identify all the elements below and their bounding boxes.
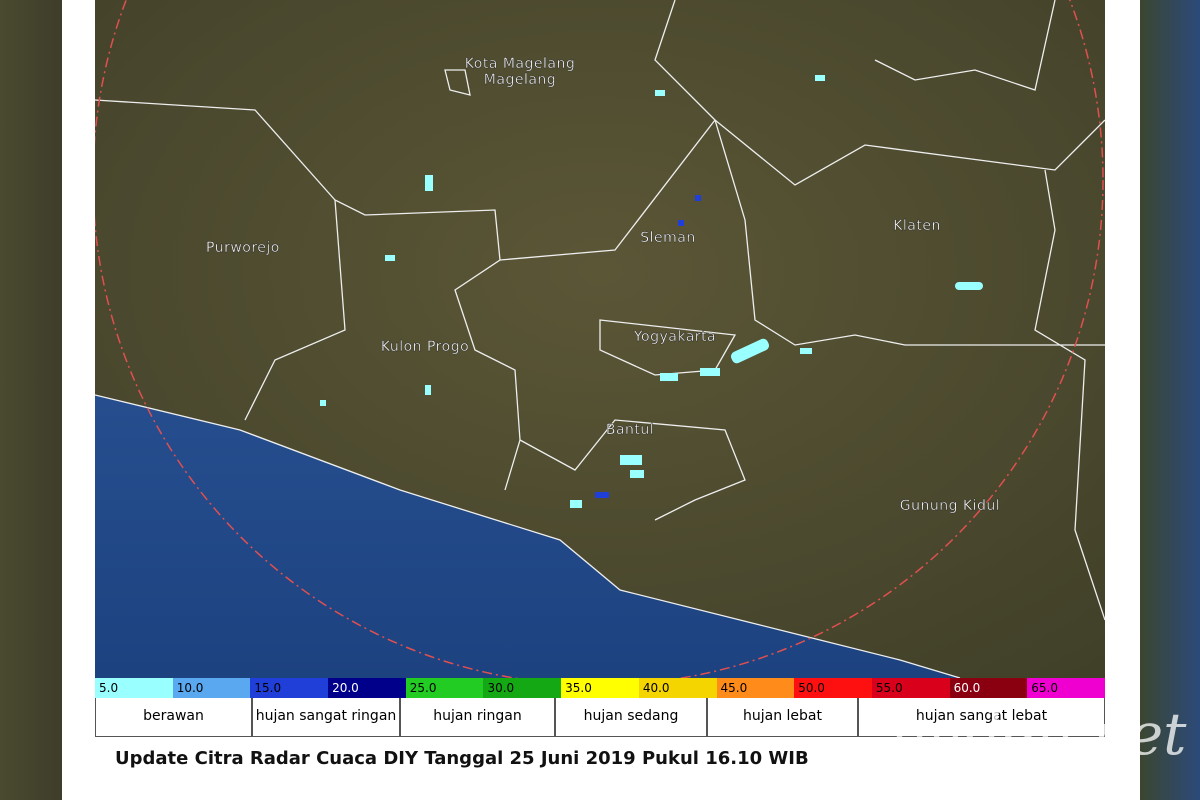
- legend-value: 50.0: [794, 678, 872, 698]
- legend-value: 35.0: [561, 678, 639, 698]
- caption: Update Citra Radar Cuaca DIY Tanggal 25 …: [115, 748, 809, 769]
- legend-category: berawan: [95, 698, 252, 737]
- legend-value: 40.0: [638, 678, 717, 698]
- legend-value: 25.0: [405, 678, 484, 698]
- legend-value: 10.0: [172, 678, 251, 698]
- legend-category: hujan lebat: [707, 698, 858, 737]
- place-label: Sleman: [640, 230, 695, 246]
- legend-category: hujan sangat lebat: [858, 698, 1105, 737]
- legend-value: 30.0: [483, 678, 562, 698]
- watermark-tagline: GUDANG INFO KOTA JOGJA: [935, 770, 1103, 783]
- place-label: Kulon Progo: [381, 339, 469, 355]
- legend-values: 5.0 10.0 15.0 20.0 25.0 30.0 35.0 40.0 45.0 50.0 5…: [95, 678, 1105, 698]
- place-label: Kota Magelang: [465, 56, 575, 72]
- legend: 5.0 10.0 15.0 20.0 25.0 30.0 35.0 40.0 45.0 50.0 5…: [95, 678, 1105, 738]
- place-label: Yogyakarta: [633, 329, 716, 345]
- place-label: Bantul: [606, 422, 654, 438]
- legend-category: hujan sangat ringan: [252, 698, 400, 737]
- watermark: gudeg.net: [890, 700, 1187, 768]
- legend-value: 55.0: [871, 678, 950, 698]
- legend-value: 15.0: [250, 678, 329, 698]
- place-label: Klaten: [893, 218, 941, 234]
- legend-category: hujan sedang: [555, 698, 707, 737]
- legend-value: 45.0: [716, 678, 795, 698]
- place-label: Purworejo: [206, 240, 280, 256]
- legend-value: 65.0: [1027, 678, 1105, 698]
- legend-value: 5.0: [95, 678, 173, 698]
- place-label: Gunung Kidul: [900, 498, 1000, 514]
- legend-categories: berawan hujan sangat ringan hujan ringan hu…: [95, 698, 1105, 737]
- legend-value: 20.0: [328, 678, 406, 698]
- legend-value: 60.0: [949, 678, 1028, 698]
- place-label: Magelang: [484, 72, 556, 88]
- legend-category: hujan ringan: [400, 698, 555, 737]
